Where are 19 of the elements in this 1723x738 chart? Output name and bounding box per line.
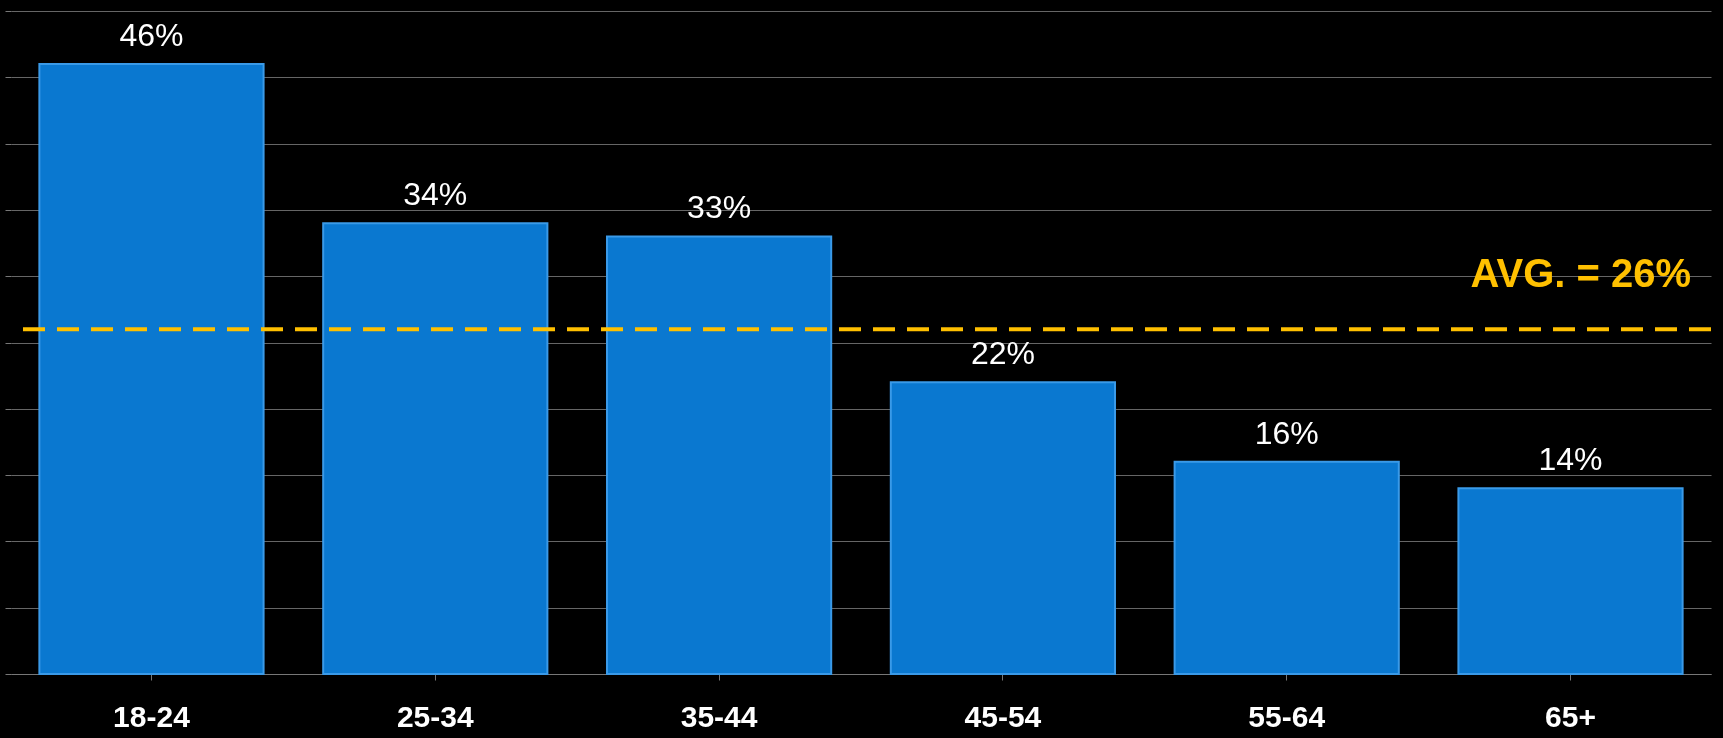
bar	[1457, 487, 1684, 675]
x-tick-label: 45-54	[964, 699, 1042, 733]
data-label: 46%	[119, 17, 184, 54]
x-tick-label: 65+	[1545, 699, 1596, 733]
bar	[889, 381, 1117, 675]
bar	[1173, 460, 1400, 675]
x-tick-label: 55-64	[1248, 699, 1326, 733]
data-label: 14%	[1538, 441, 1603, 478]
x-tick-label: 18-24	[113, 699, 191, 733]
bar	[605, 235, 833, 675]
data-label: 34%	[403, 176, 468, 213]
data-label: 33%	[687, 189, 752, 226]
bar	[322, 222, 549, 675]
x-tick-label: 25-34	[396, 699, 474, 733]
bar	[38, 63, 265, 675]
data-label: 22%	[970, 335, 1035, 372]
data-label: 16%	[1254, 414, 1319, 451]
x-tick-label: 35-44	[680, 699, 758, 733]
ref-line-label: AVG. = 26%	[1470, 251, 1691, 296]
